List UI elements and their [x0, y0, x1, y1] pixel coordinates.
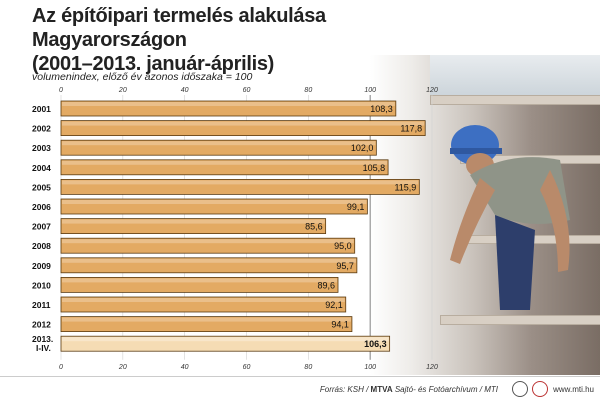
x-tick-label-bottom: 20	[118, 364, 127, 371]
category-label: 2013.	[32, 334, 53, 344]
x-tick-label-top: 120	[426, 87, 438, 94]
x-tick-label-top: 80	[304, 87, 312, 94]
footer: Forrás: KSH / MTVA Sajtó- és Fotóarchívu…	[0, 376, 600, 403]
data-label: 102,0	[351, 143, 374, 153]
x-tick-label-top: 0	[59, 87, 63, 94]
x-tick-label-bottom: 0	[59, 364, 63, 371]
category-label: 2011	[32, 300, 51, 310]
bar-sheen	[62, 102, 395, 106]
worker-shirt	[470, 157, 570, 224]
source-credit: Forrás: KSH / MTVA Sajtó- és Fotóarchívu…	[319, 385, 498, 394]
bar-chart: 0 0 20 20 40 40 60 60 80 80 100 100 120 120 108,3 2001 1…	[32, 87, 438, 371]
bar	[60, 178, 420, 195]
sky	[430, 55, 600, 95]
bar	[60, 296, 347, 313]
bar	[60, 159, 389, 176]
category-label: 2002	[32, 124, 51, 134]
chart-subtitle: volumenindex, előző év azonos időszaka =…	[32, 71, 253, 83]
x-tick-label-top: 60	[243, 87, 251, 94]
bar-sheen	[62, 337, 389, 342]
title-line-2: (2001–2013. január-április)	[32, 53, 275, 75]
bar-sheen	[62, 239, 354, 244]
x-tick-label-bottom: 120	[426, 364, 438, 371]
roof-beam	[430, 95, 600, 105]
data-label: 108,3	[370, 104, 393, 114]
category-label: 2010	[32, 280, 51, 290]
bar	[60, 316, 353, 333]
bar	[60, 276, 339, 293]
data-label: 105,8	[363, 163, 386, 173]
bar-sheen	[62, 160, 388, 165]
category-label: 2008	[32, 241, 51, 251]
title-line-1: Az építőipari termelés alakulása Magyaro…	[32, 5, 326, 51]
category-label: 2005	[32, 182, 51, 192]
category-label: 2003	[32, 143, 51, 153]
page-title: Az építőipari termelés alakulása Magyaro…	[32, 4, 472, 76]
bar-sheen	[62, 278, 338, 283]
x-tick-label-bottom: 60	[243, 364, 251, 371]
data-label: 106,3	[364, 339, 387, 349]
x-tick-label-bottom: 40	[181, 364, 189, 371]
mti-logo-icon	[532, 381, 548, 397]
bar-sheen	[62, 298, 345, 302]
bar	[60, 100, 397, 117]
bar-sheen	[62, 141, 376, 146]
data-label: 117,8	[400, 124, 422, 134]
bar-sheen	[62, 219, 325, 224]
bar	[60, 257, 358, 274]
roof-beam	[440, 315, 600, 325]
data-label: 99,1	[347, 202, 365, 212]
bar	[60, 237, 356, 254]
bar	[60, 120, 426, 136]
data-label: 95,0	[334, 241, 352, 251]
category-label: 2007	[32, 222, 51, 232]
category-label: I-IV.	[36, 343, 51, 353]
bar	[60, 139, 377, 156]
worker-trousers	[495, 215, 535, 310]
data-label: 92,1	[325, 300, 343, 310]
category-label: 2009	[32, 261, 51, 271]
bar-sheen	[62, 200, 367, 204]
bar-sheen	[62, 317, 351, 322]
website-link[interactable]: www.mti.hu	[553, 385, 594, 394]
data-label: 115,9	[394, 182, 416, 192]
bar-sheen	[62, 121, 425, 126]
x-tick-label-top: 100	[364, 87, 376, 94]
construction-worker-illustration	[450, 125, 570, 310]
data-label: 94,1	[331, 320, 349, 330]
mtva-logo-icon	[512, 381, 528, 397]
bar	[60, 218, 327, 235]
data-label: 85,6	[305, 222, 323, 232]
data-label: 89,6	[317, 280, 335, 290]
bar	[60, 198, 368, 215]
x-tick-label-bottom: 100	[364, 364, 376, 371]
x-tick-label-top: 20	[118, 87, 127, 94]
category-label: 2012	[32, 320, 51, 330]
category-label: 2006	[32, 202, 51, 212]
bar-sheen	[62, 258, 356, 263]
category-label: 2001	[32, 104, 51, 114]
bar	[60, 335, 391, 352]
bar-sheen	[62, 180, 419, 185]
data-label: 95,7	[336, 261, 354, 271]
category-label: 2004	[32, 163, 51, 173]
x-tick-label-bottom: 80	[304, 364, 312, 371]
x-tick-label-top: 40	[181, 87, 189, 94]
